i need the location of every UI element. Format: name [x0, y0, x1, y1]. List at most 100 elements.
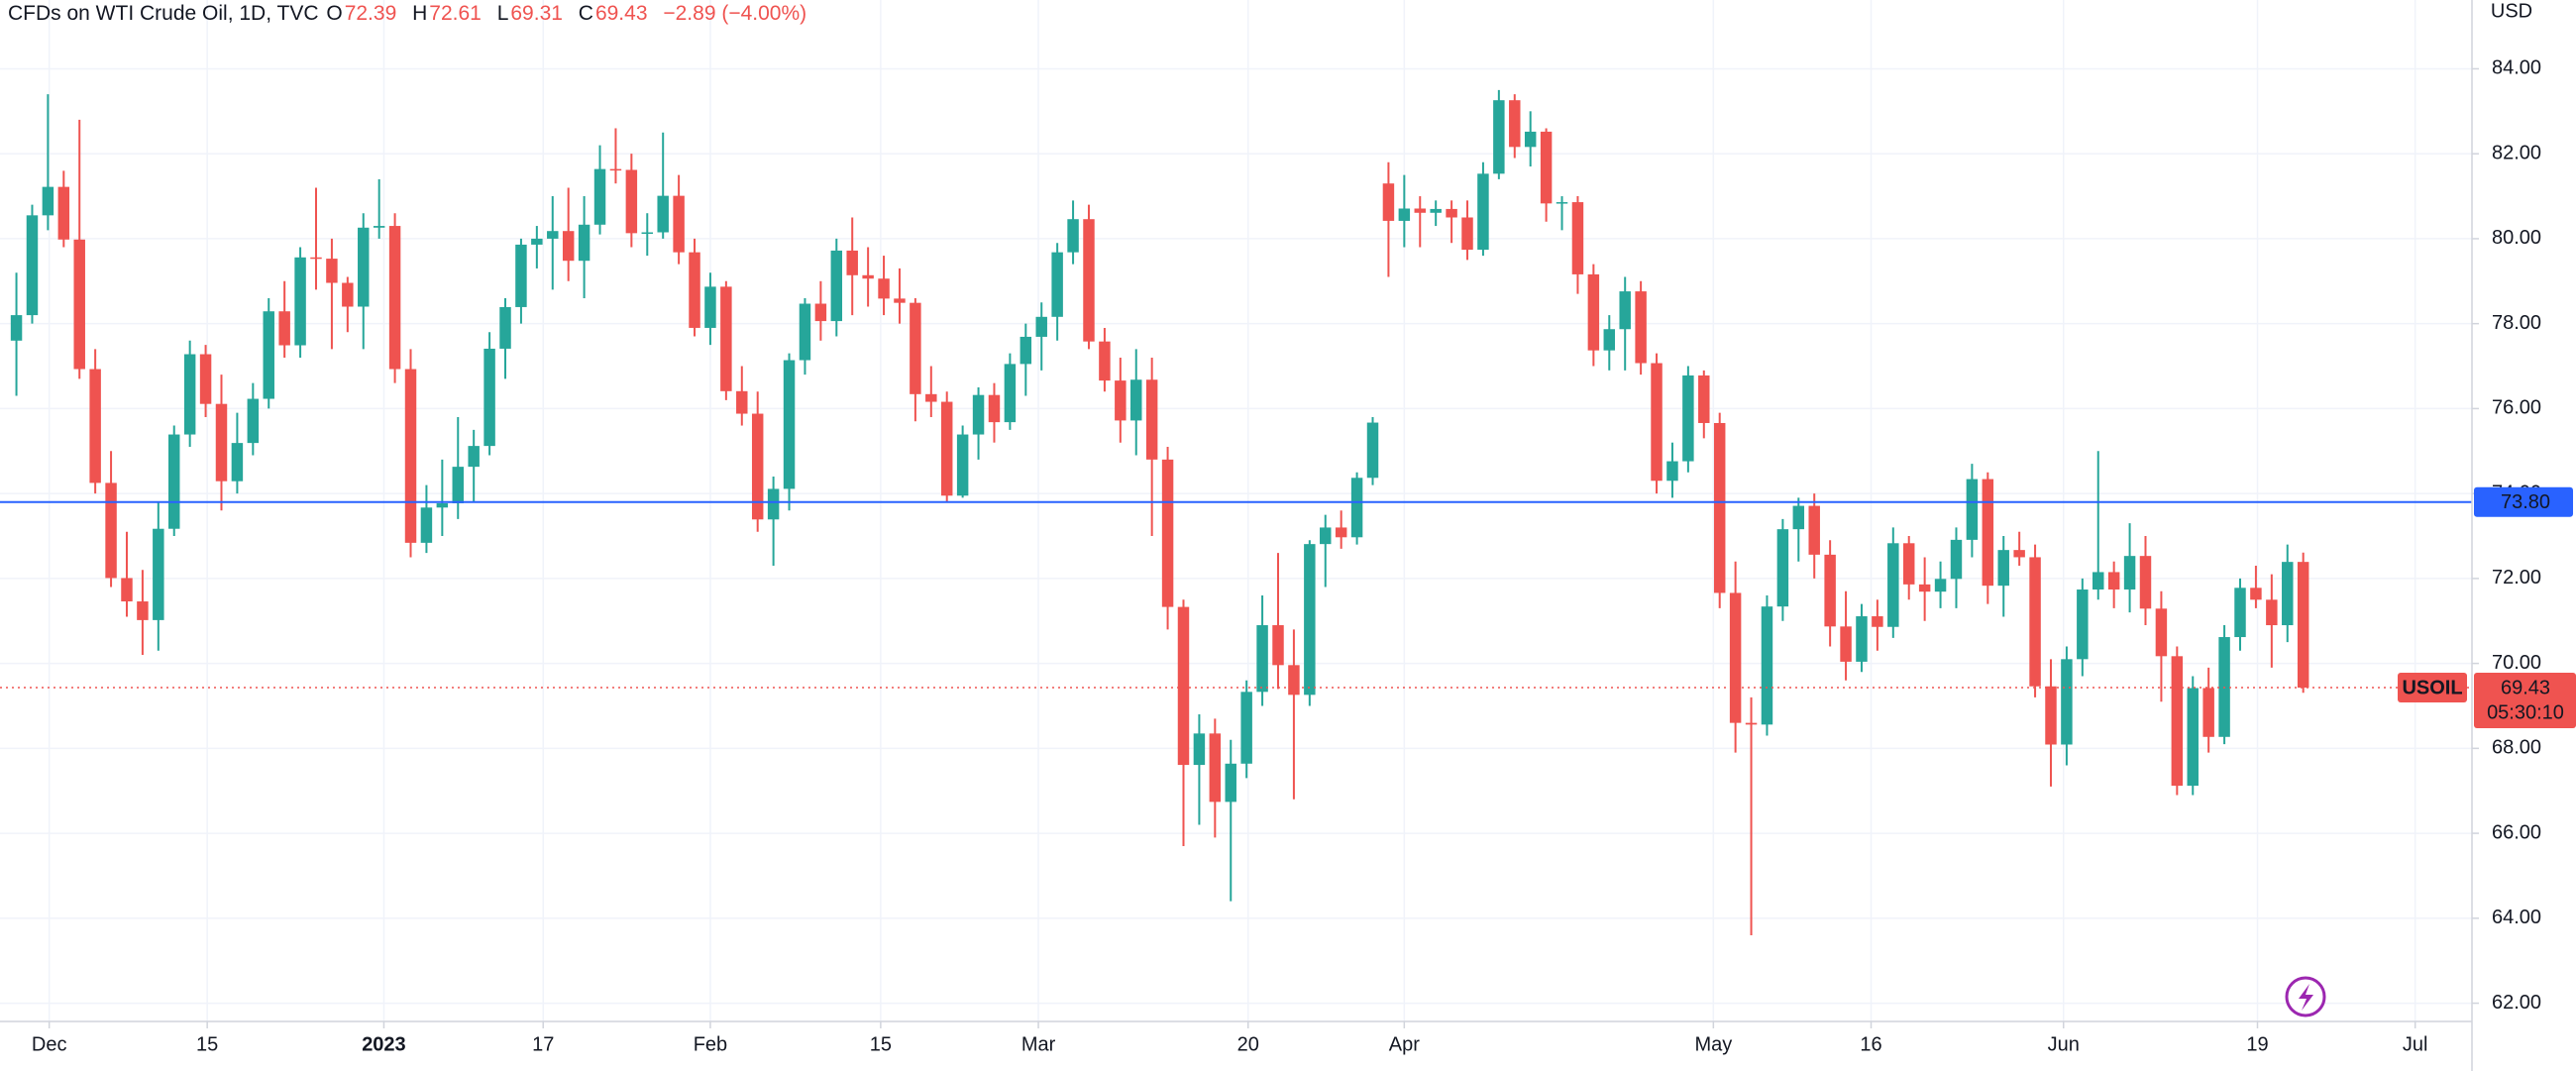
- candle-body: [1115, 380, 1127, 421]
- candle-body: [846, 250, 858, 275]
- y-tick-label: 80.00: [2492, 227, 2541, 249]
- hline-label: 73.80: [2501, 491, 2550, 513]
- candle-body: [1872, 616, 1883, 627]
- candle-body: [593, 168, 606, 225]
- x-tick-label: 20: [1237, 1033, 1259, 1055]
- candle-body: [1966, 479, 1979, 540]
- overlay: 73.80 USOIL 69.43 05:30:10: [0, 486, 2576, 729]
- open-value: 72.39: [344, 2, 397, 25]
- candle-body: [1745, 722, 1758, 725]
- candle-body: [689, 252, 700, 328]
- candle-body: [499, 306, 511, 349]
- grid: 62.0064.0066.0068.0070.0072.0074.0076.00…: [0, 0, 2541, 1055]
- x-tick-label: 16: [1860, 1033, 1881, 1055]
- candle-body: [1571, 202, 1584, 274]
- candle-body: [10, 315, 23, 341]
- candle-body: [641, 232, 654, 234]
- candle-body: [1524, 131, 1537, 148]
- candle-body: [2171, 656, 2184, 787]
- candle-body: [1209, 733, 1222, 803]
- candle-body: [2077, 589, 2089, 660]
- candle-body: [483, 348, 495, 447]
- candle-body: [263, 311, 274, 399]
- candle-body: [215, 403, 228, 482]
- candle-body: [183, 354, 196, 435]
- high-label: H: [412, 2, 428, 25]
- candle-body: [358, 227, 370, 307]
- candle-body: [1446, 208, 1457, 218]
- x-tick-label: 17: [532, 1033, 554, 1055]
- y-tick-label: 70.00: [2492, 652, 2541, 674]
- candle-body: [1713, 422, 1726, 593]
- candle-body: [1304, 544, 1316, 696]
- close-label: C: [578, 2, 593, 25]
- candle-body: [1430, 208, 1442, 213]
- candle-body: [1997, 550, 2009, 587]
- candle-body: [1177, 606, 1190, 766]
- candle-body: [2187, 688, 2199, 787]
- candle-body: [1635, 291, 1647, 364]
- candle-body: [751, 413, 764, 520]
- candle-body: [1619, 291, 1631, 330]
- candle-body: [153, 528, 164, 620]
- candle-body: [1461, 217, 1473, 251]
- candle-body: [814, 303, 827, 322]
- candle-body: [373, 226, 385, 228]
- candle-body: [247, 398, 260, 444]
- candle-body: [1651, 363, 1663, 482]
- candle-body: [231, 443, 244, 482]
- candle-body: [2139, 556, 2152, 609]
- candle-body: [799, 303, 811, 361]
- candle-body: [137, 601, 149, 620]
- candle-body: [404, 369, 417, 543]
- candle-body: [121, 578, 133, 602]
- countdown-label: 05:30:10: [2487, 701, 2564, 723]
- candle-body: [1130, 379, 1142, 421]
- candle-body: [1320, 527, 1332, 545]
- candle-body: [2297, 562, 2309, 689]
- candle-body: [2093, 572, 2104, 590]
- candle-body: [2061, 659, 2073, 745]
- candle-body: [388, 226, 401, 370]
- y-tick-label: 72.00: [2492, 567, 2541, 589]
- candle-body: [894, 298, 906, 303]
- candle-body: [436, 502, 449, 508]
- candle-body: [1145, 379, 1158, 460]
- candle-body: [199, 354, 212, 404]
- candle-body: [1682, 375, 1694, 462]
- y-tick-label: 84.00: [2492, 57, 2541, 79]
- candle-body: [26, 215, 39, 316]
- lightning-icon[interactable]: [2285, 976, 2326, 1017]
- candle-body: [1477, 173, 1489, 251]
- candle-body: [42, 186, 54, 216]
- candle-body: [736, 390, 748, 414]
- y-tick-label: 76.00: [2492, 397, 2541, 419]
- candle-body: [57, 186, 70, 240]
- x-tick-label: Jun: [2048, 1033, 2080, 1055]
- last-price-label: 69.43: [2501, 677, 2550, 698]
- candle-body: [2045, 686, 2057, 745]
- candle-body: [1887, 543, 1899, 627]
- icon-bolt[interactable]: [2299, 984, 2313, 1011]
- high-value: 72.61: [429, 2, 482, 25]
- candle-body: [1083, 219, 1095, 342]
- candle-body: [1603, 329, 1616, 351]
- candle-body: [1288, 665, 1300, 696]
- candle-body: [1099, 341, 1111, 381]
- candle-body: [1398, 208, 1411, 221]
- candle-body: [105, 482, 117, 579]
- candle-body: [1067, 219, 1079, 253]
- candle-body: [767, 488, 780, 520]
- y-tick-label: 78.00: [2492, 312, 2541, 334]
- candle-body: [1856, 616, 1868, 662]
- candle-body: [1761, 606, 1773, 725]
- low-label: L: [496, 2, 509, 25]
- x-tick-label: Apr: [1389, 1033, 1420, 1055]
- symbol-box: [2398, 673, 2467, 703]
- candle-body: [925, 393, 937, 402]
- close-value: 69.43: [594, 2, 648, 25]
- candle-body: [1366, 422, 1379, 479]
- y-tick-label: 82.00: [2492, 142, 2541, 163]
- candle-body: [1240, 692, 1252, 764]
- candle-body: [1729, 592, 1742, 723]
